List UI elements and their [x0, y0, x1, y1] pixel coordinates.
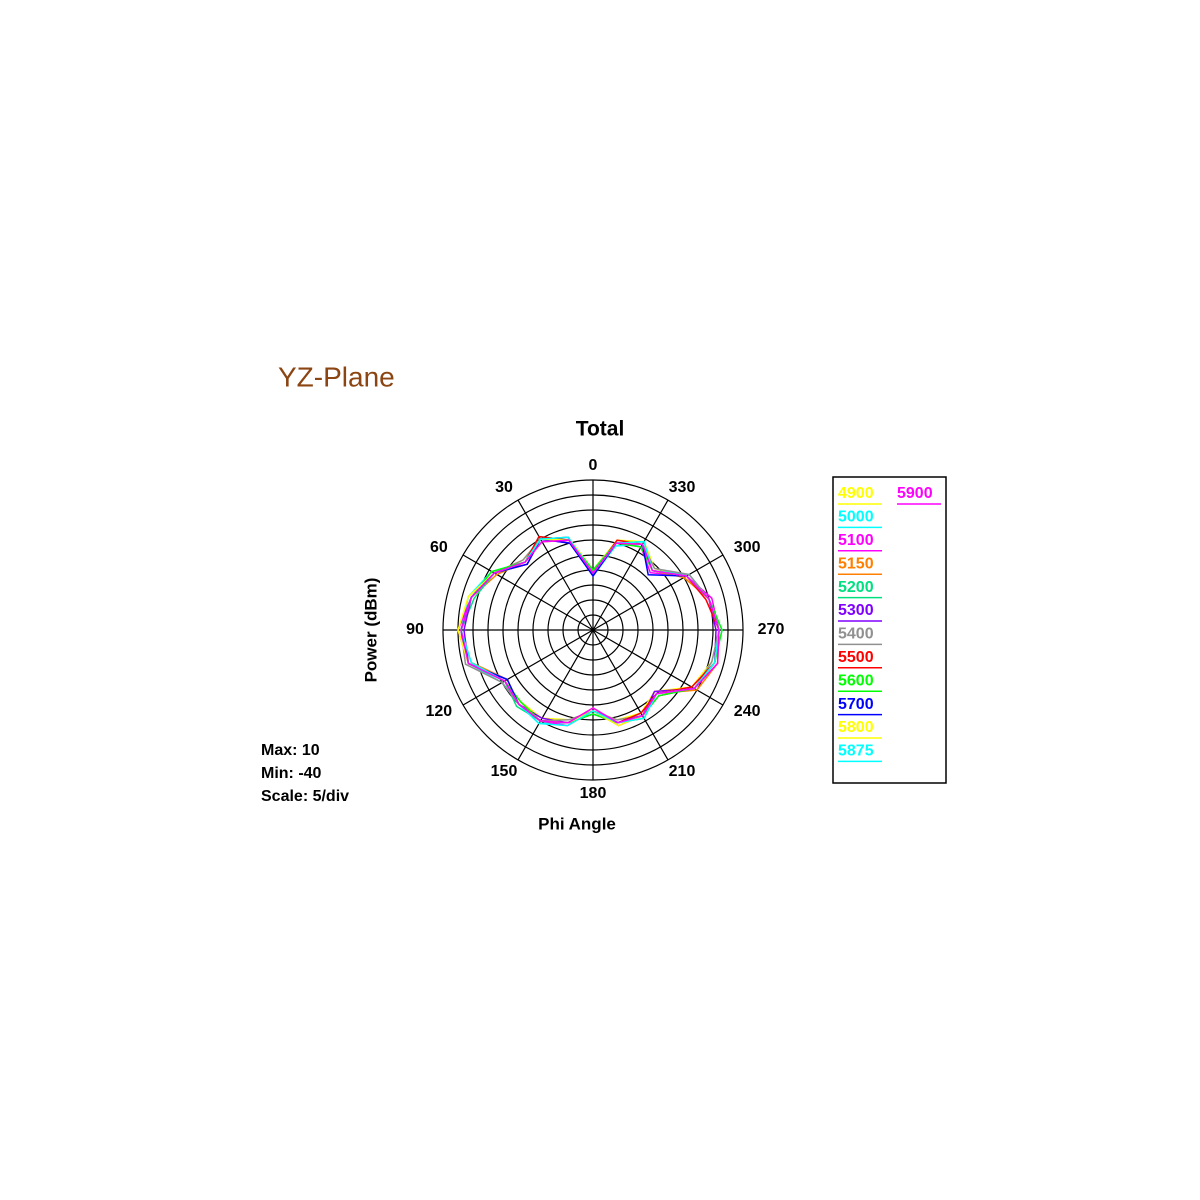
legend-label: 5400	[838, 626, 874, 643]
grid-spoke	[462, 629, 594, 706]
chart-title: Total	[576, 418, 625, 441]
theta-tick-label: 0	[589, 457, 598, 474]
theta-tick-label: 90	[406, 621, 424, 638]
y-axis-label: Power (dBm)	[361, 578, 380, 683]
grid-spoke	[592, 629, 724, 706]
stat-label: Scale: 5/div	[261, 788, 349, 805]
legend-label: 5000	[838, 509, 874, 526]
legend-label: 5700	[838, 696, 874, 713]
legend-label: 5800	[838, 719, 874, 736]
legend-label: 5600	[838, 672, 874, 689]
theta-tick-label: 150	[491, 763, 518, 780]
theta-tick-label: 180	[580, 785, 607, 802]
legend-label: 5900	[897, 485, 933, 502]
legend-label: 5150	[838, 555, 874, 572]
legend-label: 5500	[838, 649, 874, 666]
stat-label: Min: -40	[261, 765, 322, 782]
theta-tick-label: 270	[758, 621, 785, 638]
grid-spoke	[517, 629, 594, 761]
page-title: YZ-Plane	[278, 361, 395, 392]
legend-label: 5300	[838, 602, 874, 619]
x-axis-label: Phi Angle	[538, 814, 616, 833]
grid-spoke	[462, 554, 594, 631]
grid-spoke	[592, 554, 724, 631]
series-line	[460, 539, 720, 724]
theta-tick-label: 300	[734, 539, 761, 556]
stat-label: Max: 10	[261, 742, 320, 759]
theta-tick-label: 330	[669, 479, 696, 496]
legend-label: 5200	[838, 579, 874, 596]
theta-tick-label: 240	[734, 703, 761, 720]
legend-label: 5100	[838, 532, 874, 549]
legend-box	[832, 476, 947, 784]
grid-spoke	[592, 499, 669, 631]
theta-tick-label: 120	[425, 703, 452, 720]
legend-label: 4900	[838, 485, 874, 502]
legend-label: 5875	[838, 743, 874, 760]
theta-tick-label: 60	[430, 539, 448, 556]
grid-spoke	[517, 499, 594, 631]
theta-tick-label: 30	[495, 479, 513, 496]
theta-tick-label: 210	[669, 763, 696, 780]
grid-spoke	[592, 629, 669, 761]
